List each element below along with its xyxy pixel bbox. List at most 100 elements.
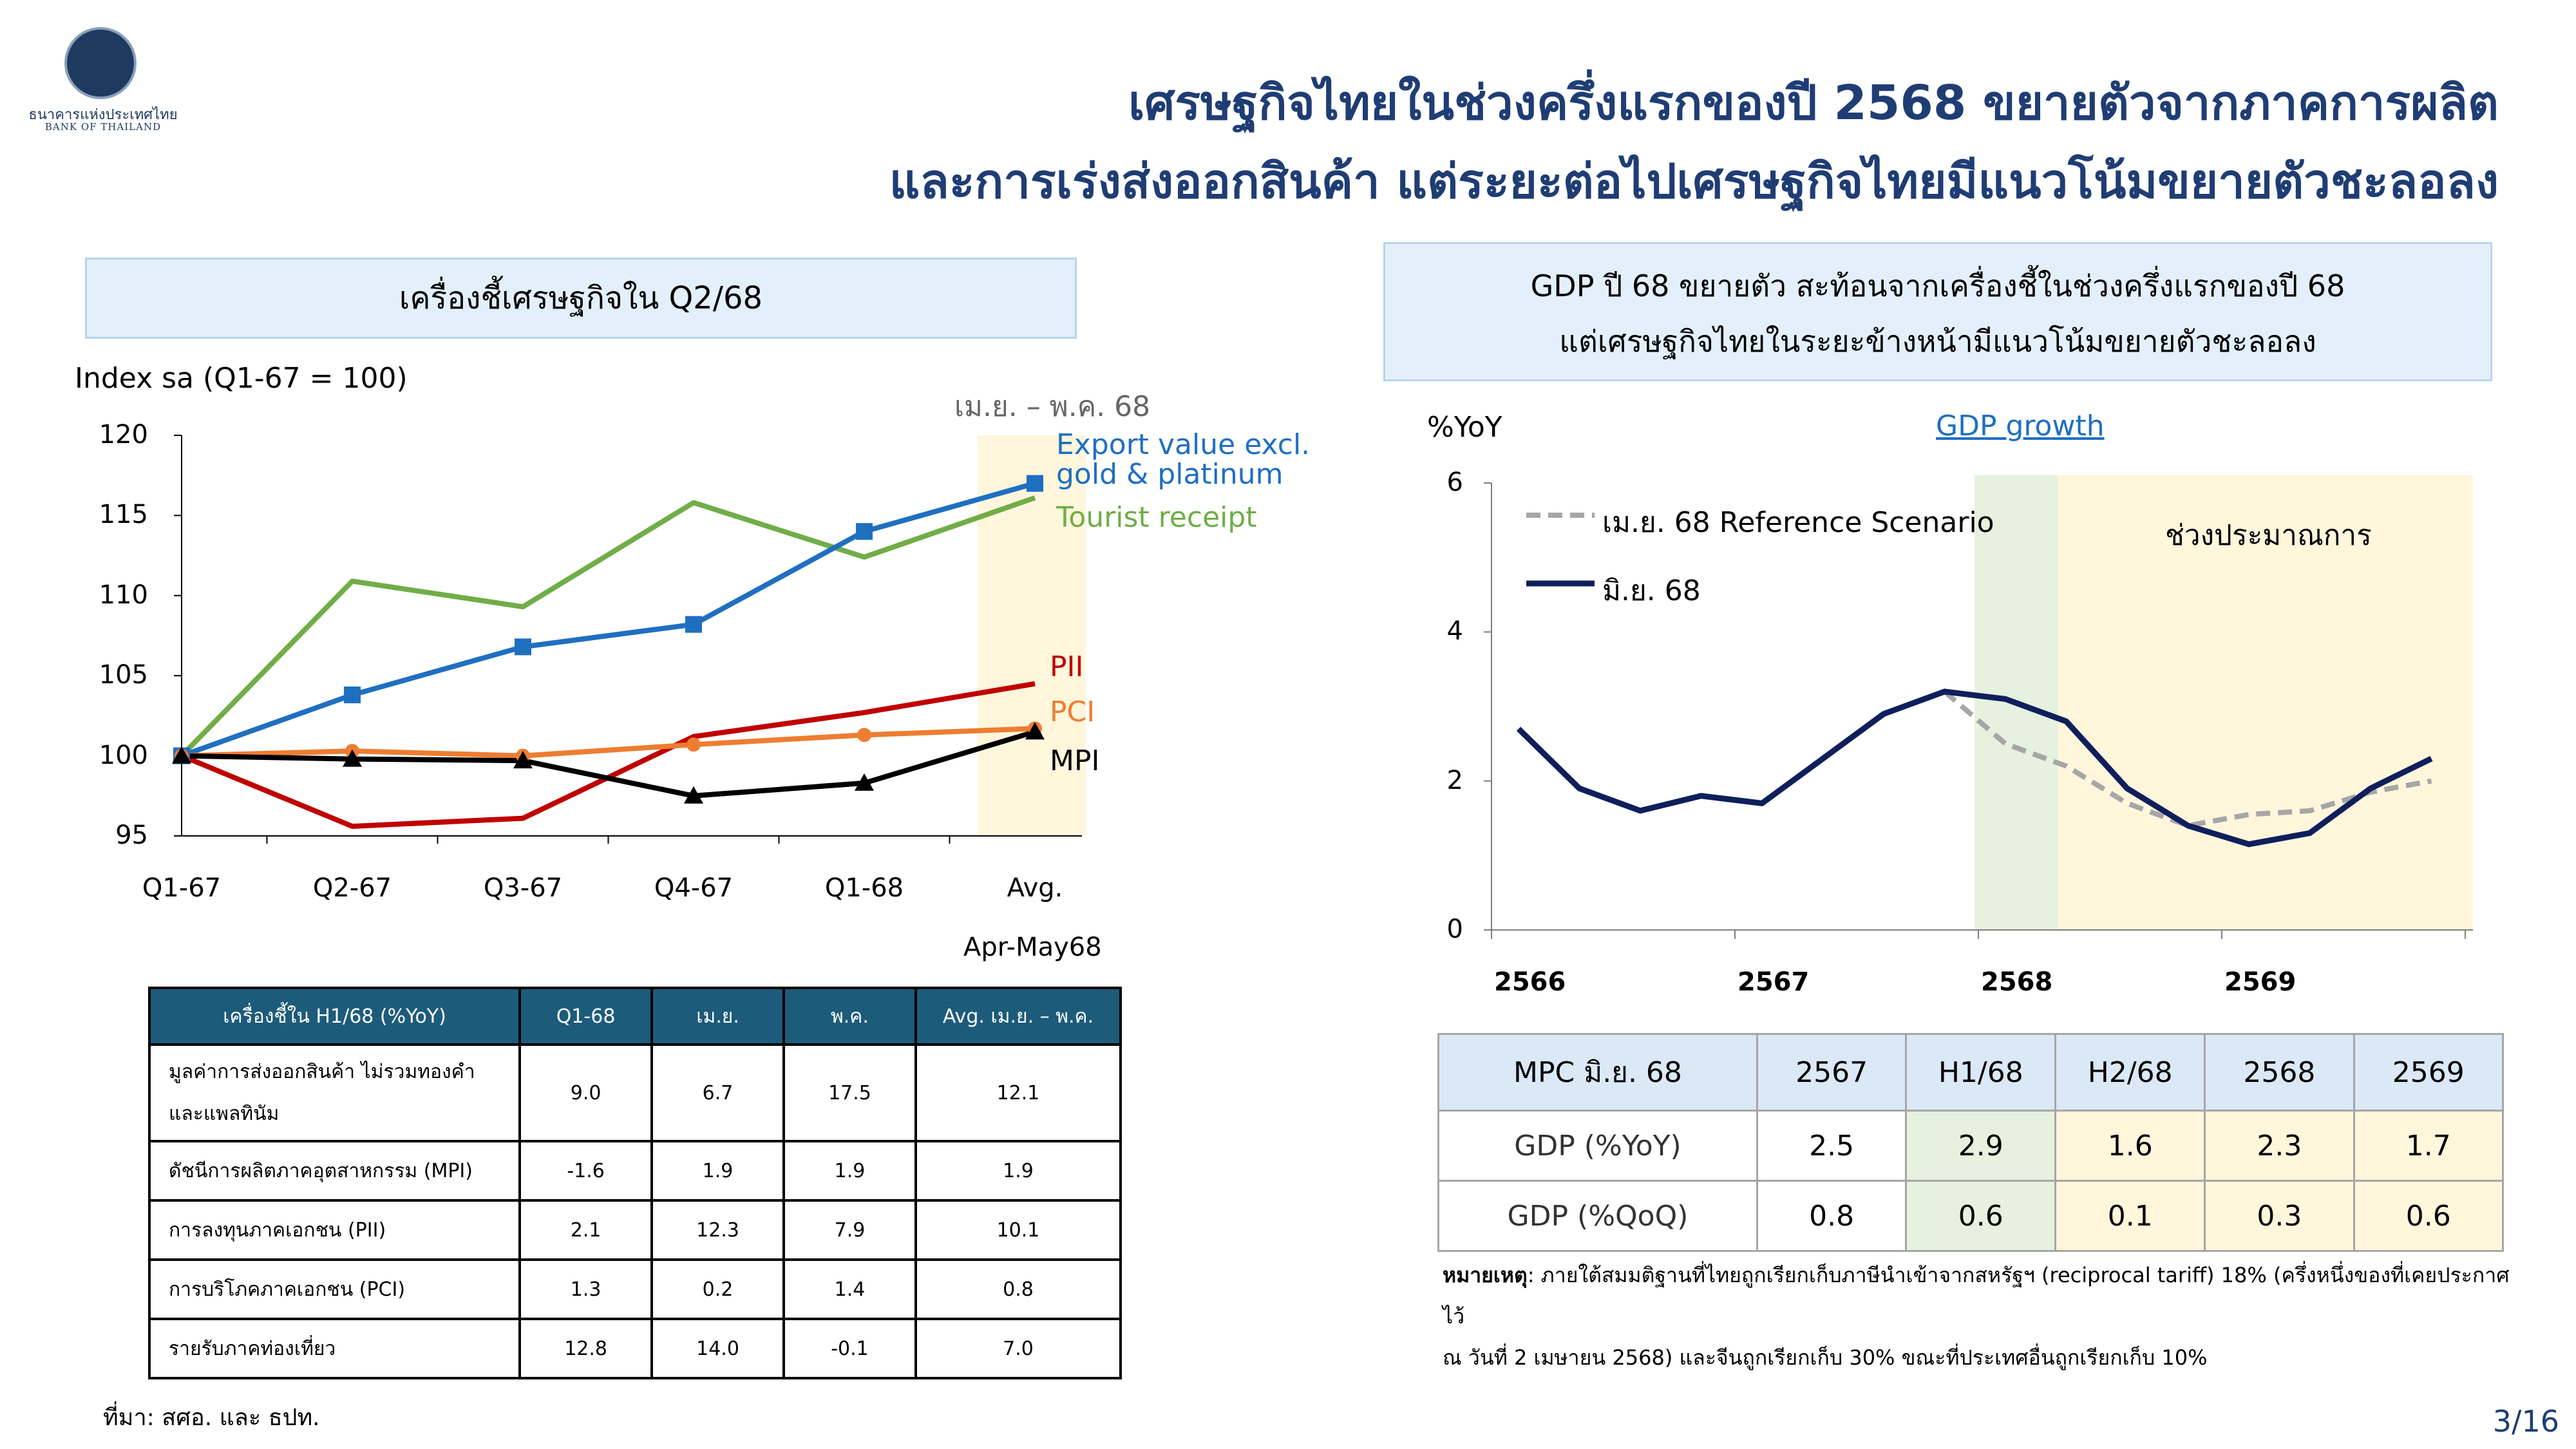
cell-may: 7.9 [782,1199,917,1261]
data-point [515,638,531,656]
cell-q1: 12.8 [518,1318,654,1379]
series-line-export [180,480,1036,759]
data-point [343,749,362,767]
legend-pci: PCI [1050,696,1095,728]
left-chart-series [180,480,1036,829]
data-point [513,751,533,769]
cell-may: 1.9 [782,1140,917,1202]
col-header: เครื่องชี้ใน H1/68 (%YoY) [147,987,522,1046]
legend-june: มิ.ย. 68 [1602,574,1701,607]
indicator-name-line2: และแพลทินัม [169,1103,279,1125]
cell-value: 2.9 [1905,1110,2057,1182]
indicator-table: เครื่องชี้ใน H1/68 (%YoY) Q1-68 เม.ย. พ.… [147,987,1122,1379]
series-line-mpi [181,729,1036,799]
legend-tourist: Tourist receipt [1056,501,1257,534]
y-tick-label: 2 [1446,765,1463,795]
series-line-june [1516,688,2433,848]
gdp-chart-series [1516,688,2433,848]
col-header: เม.ย. [650,987,785,1046]
x-tick-label: Q1-67 [142,873,222,903]
mpc-table-header: MPC มิ.ย. 68 2567 H1/68 H2/68 2568 2569 [1437,1033,2505,1112]
logo-text-en: BANK OF THAILAND [44,121,162,133]
data-point [1027,475,1043,492]
x-tick-label: Q1-68 [824,873,904,903]
gdp-chart-axes [1484,482,2473,939]
cell-value: 1.6 [2054,1110,2206,1182]
cell-q1: 9.0 [518,1043,654,1142]
indicator-table-header: เครื่องชี้ใน H1/68 (%YoY) Q1-68 เม.ย. พ.… [147,987,1122,1046]
x-tick-label: 2566 [1494,967,1566,997]
x-tick-label: 2568 [1981,967,2053,997]
data-point [855,773,874,791]
cell-apr: 0.2 [650,1258,785,1320]
table-row: การลงทุนภาคเอกชน (PII) 2.1 12.3 7.9 10.1 [147,1199,1122,1261]
forecast-period-label: ช่วงประมาณการ [2165,519,2372,552]
table-row: การบริโภคภาคเอกชน (PCI) 1.3 0.2 1.4 0.8 [147,1258,1122,1320]
legend-mpi: MPI [1050,744,1100,777]
cell-apr: 12.3 [650,1199,785,1261]
forecast-period-shade [2058,475,2473,930]
row-label: GDP (%QoQ) [1437,1180,1758,1252]
data-point [172,746,191,764]
left-chart-markers [172,475,1045,804]
y-tick-label: 105 [99,660,148,690]
right-panel-heading: GDP ปี 68 ขยายตัว สะท้อนจากเครื่องชี้ในช… [1383,242,2492,381]
indicator-table-body: มูลค่าการส่งออกสินค้า ไม่รวมทองคำ และแพลท… [147,1043,1122,1379]
cell-q1: -1.6 [518,1140,654,1202]
cell-avg: 1.9 [914,1140,1122,1202]
cell-avg: 10.1 [914,1199,1122,1261]
cell-apr: 14.0 [650,1318,785,1379]
legend-pii: PII [1050,650,1084,683]
indicator-name: มูลค่าการส่งออกสินค้า ไม่รวมทองคำ และแพลท… [147,1043,522,1142]
indicator-name: ดัชนีการผลิตภาคอุตสาหกรรม (MPI) [147,1140,522,1202]
x-tick-label: Q2-67 [312,873,392,903]
cell-q1: 1.3 [518,1258,654,1320]
left-chart-ylabel: Index sa (Q1-67 = 100) [75,362,408,395]
data-point [857,728,871,743]
forecast-shade [978,435,1086,836]
right-heading-line2: แต่เศรษฐกิจไทยในระยะข้างหน้ามีแนวโน้มขยา… [1559,324,2316,359]
col-header: Avg. เม.ย. – พ.ค. [914,987,1122,1046]
y-tick-label: 95 [115,820,148,850]
left-xlabel-extra: Apr-May68 [963,933,1102,962]
mpc-forecast-table: MPC มิ.ย. 68 2567 H1/68 H2/68 2568 2569 … [1437,1033,2505,1252]
data-point [1025,722,1045,740]
data-point [344,687,361,704]
cell-value: 2.5 [1756,1110,1908,1182]
mpc-table-body: GDP (%YoY) 2.5 2.9 1.6 2.3 1.7 GDP (%QoQ) 0.8 0.… [1437,1110,2505,1252]
x-tick-label: 2569 [2224,967,2297,997]
legend-export-line2: gold & platinum [1056,458,1283,491]
x-tick-label: Q3-67 [483,873,563,903]
footnote-line1: หมายเหตุ: ภายใต้สมมติฐานที่ไทยถูกเรียกเก… [1443,1255,2512,1337]
x-tick-label: Q4-67 [654,873,734,903]
cell-avg: 0.8 [914,1258,1122,1320]
cell-value: 0.6 [2353,1180,2505,1252]
footnote-line2: ณ วันที่ 2 เมษายน 2568) และจีนถูกเรียกเก… [1443,1345,2208,1370]
gdp-legend-lines [1526,513,1595,587]
y-tick-label: 6 [1446,468,1463,497]
right-heading-line1: GDP ปี 68 ขยายตัว สะท้อนจากเครื่องชี้ในช… [1530,269,2345,303]
col-header: 2568 [2204,1033,2355,1112]
left-panel-heading: เครื่องชี้เศรษฐกิจใน Q2/68 [85,258,1077,339]
cell-may: 17.5 [782,1043,917,1142]
indicator-name: รายรับภาคท่องเที่ยว [147,1318,522,1379]
indicator-name-line1: ดัชนีการผลิตภาคอุตสาหกรรม (MPI) [169,1159,473,1182]
cell-may: -0.1 [782,1318,917,1379]
table-row: GDP (%YoY) 2.5 2.9 1.6 2.3 1.7 [1437,1110,2505,1182]
col-header: พ.ค. [782,987,917,1046]
cell-q1: 2.1 [518,1199,654,1261]
x-tick-label: Avg. [1007,873,1063,903]
indicator-name-line1: การลงทุนภาคเอกชน (PII) [169,1218,386,1242]
y-tick-label: 0 [1446,914,1463,944]
logo-text-th: ธนาคารแห่งประเทศไทย [28,107,178,123]
series-line-tourist [180,495,1036,758]
y-tick-label: 110 [99,580,148,610]
shade-label: เม.ย. – พ.ค. 68 [954,390,1151,423]
legend-export-line1: Export value excl. [1056,428,1311,461]
gdp-chart-ylabel: %YoY [1427,411,1502,444]
bot-logo [64,27,137,99]
col-header: H1/68 [1905,1033,2057,1112]
footnote-label: หมายเหตุ [1443,1263,1528,1287]
